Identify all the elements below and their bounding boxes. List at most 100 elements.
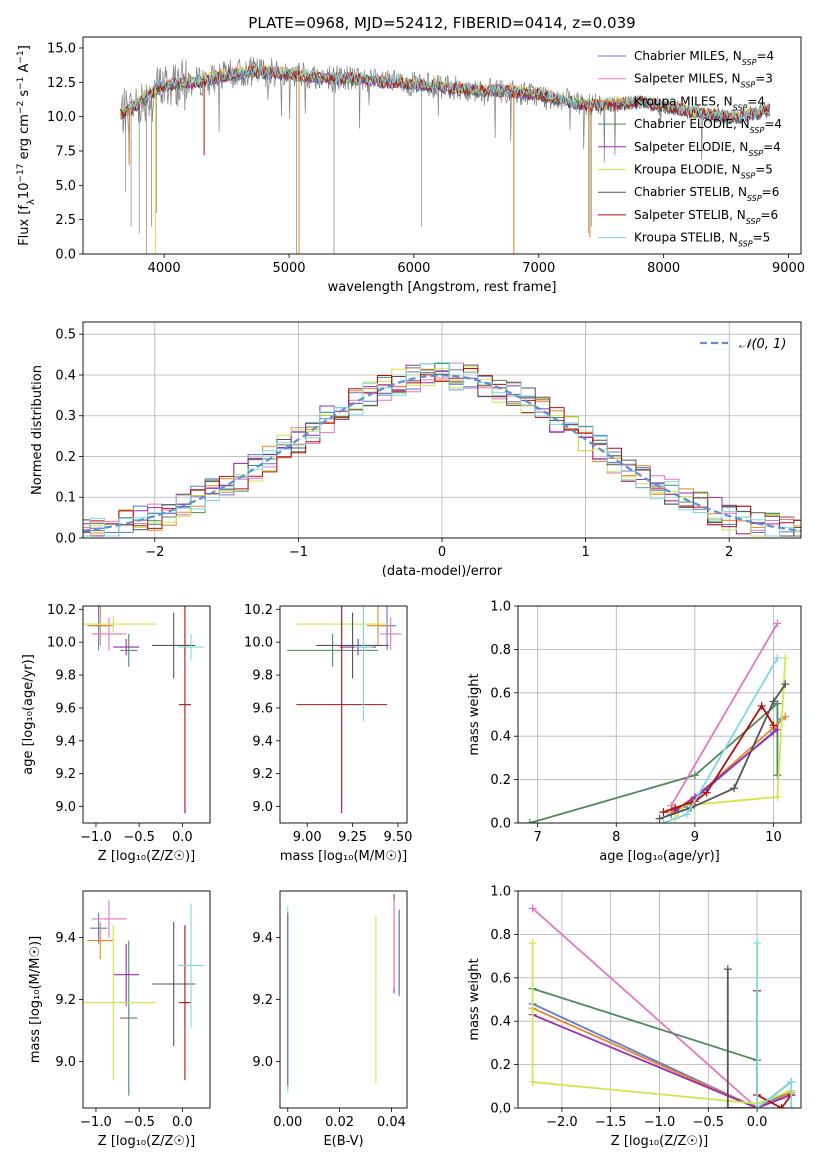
legend-label-sub: SSP: [746, 216, 761, 225]
y-label-part: λ: [26, 199, 37, 205]
age-vs-Z-frame: [82, 605, 211, 824]
legend-label-base: Kroupa ELODIE, N: [634, 163, 741, 177]
x-tick-label: −0.5: [123, 1115, 155, 1130]
y-tick-label: 0.0: [490, 817, 511, 832]
mass-weight-line: [532, 987, 758, 1062]
x-tick-label: 0: [438, 545, 446, 560]
legend-label: Salpeter MILES, NSSP=3: [634, 72, 773, 90]
x-tick-label: 0.04: [377, 1115, 406, 1130]
legend-label-tail: =4: [763, 140, 781, 154]
mass-vs-ebv-plot: [287, 894, 400, 1093]
plus-marker: [723, 965, 732, 974]
legend-label-tail: =4: [747, 94, 765, 108]
legend-label-sub: SSP: [733, 103, 748, 112]
x-tick-label: 0.00: [273, 1115, 302, 1130]
spectrum-plot: [120, 56, 771, 254]
mass-weight-line: [663, 704, 775, 813]
y-tick-label: 12.5: [47, 76, 76, 91]
plus-marker: [773, 725, 782, 734]
mass-vs-Z-frame: [82, 890, 211, 1109]
massweight-vs-age-axes: 7 8 9 10 0.0 0.2 0.4 0.6 0.8 1.0 age [log₁₀(age/yr…: [467, 600, 801, 864]
age-vs-mass-axes: 9.00 9.25 9.50 9.0 9.2 9.4 9.6 9.8 10.0 10.2 mass …: [244, 603, 412, 864]
y-tick-label: 0.2: [490, 1058, 511, 1073]
plus-marker: [753, 939, 762, 948]
mass-vs-Z-plot: [83, 900, 204, 1096]
mass-weight-line: [670, 718, 783, 816]
massweight-vs-Z-frame: [517, 890, 802, 1109]
x-tick-label: 10: [765, 830, 782, 845]
y-axis-label: mass [log₁₀(M/M☉)]: [28, 936, 43, 1063]
mass-weight-line: [670, 622, 779, 807]
x-tick-label: 2: [725, 545, 733, 560]
y-label-part: 10: [17, 183, 32, 200]
residual-histogram: [83, 362, 801, 537]
x-tick-label: 6000: [397, 261, 430, 276]
plus-marker: [769, 697, 778, 706]
x-tick-label: 9.25: [338, 830, 367, 845]
x-tick-label: −1.0: [80, 1115, 112, 1130]
y-tick-label: 10.0: [47, 110, 76, 125]
y-axis-label: mass weight: [467, 673, 482, 755]
y-tick-label: 9.2: [252, 767, 273, 782]
y-tick-label: 0.2: [490, 773, 511, 788]
legend-label-base: Kroupa STELIB, N: [634, 231, 738, 245]
legend-label-tail: =6: [762, 185, 780, 199]
y-tick-label: 1.0: [490, 600, 511, 615]
plus-marker: [781, 680, 790, 689]
x-tick-label: −2: [145, 545, 164, 560]
age-vs-Z-plot: [83, 606, 204, 814]
legend-label: Kroupa STELIB, NSSP=5: [634, 231, 770, 249]
plus-marker: [757, 701, 766, 710]
mass-weight-line: [532, 1013, 792, 1108]
chart-title: PLATE=0968, MJD=52412, FIBERID=0414, z=0…: [248, 14, 635, 32]
legend-label-sub: SSP: [741, 80, 756, 89]
plus-marker: [753, 1104, 762, 1108]
x-axis-label: (data-model)/error: [382, 564, 503, 579]
x-tick-label: 8000: [647, 261, 680, 276]
legend-label-sub: SSP: [741, 171, 756, 180]
legend-label: Chabrier ELODIE, NSSP=4: [634, 117, 782, 135]
x-tick-label: −0.5: [123, 830, 155, 845]
y-label-part: −1: [16, 50, 26, 63]
plus-marker: [528, 1077, 537, 1086]
mass-vs-Z-axes: −1.0 −0.5 0.0 9.0 9.2 9.4 Z [log₁₀(Z/Z☉)] mass …: [28, 931, 195, 1149]
mass-weight-line: [531, 943, 792, 1105]
age-vs-mass-frame: [279, 605, 408, 824]
y-tick-label: 9.8: [252, 669, 273, 684]
residual-histogram: [83, 366, 801, 537]
y-tick-label: 0.0: [490, 1102, 511, 1117]
plus-marker: [773, 792, 782, 801]
massweight-vs-age-plot: [525, 619, 790, 823]
y-tick-label: 0.5: [55, 328, 76, 343]
massweight-vs-age-frame: [517, 605, 802, 824]
age-vs-mass-plot: [287, 606, 402, 814]
plus-marker: [690, 771, 699, 780]
plus-marker: [787, 1077, 796, 1086]
legend-label: Kroupa MILES, NSSP=4: [634, 94, 765, 112]
y-tick-label: 9.2: [55, 767, 76, 782]
x-tick-label: 0.02: [325, 1115, 354, 1130]
y-label-part: −17: [16, 164, 26, 183]
legend-label-tail: =4: [756, 49, 774, 63]
plus-marker: [769, 721, 778, 730]
y-tick-label: 10.0: [244, 636, 273, 651]
y-tick-label: 7.5: [55, 144, 76, 159]
plus-marker: [773, 771, 782, 780]
plus-marker: [655, 814, 664, 823]
mass-weight-line: [532, 1007, 792, 1108]
y-tick-label: 9.0: [252, 1055, 273, 1070]
y-label-part: Flux [f: [17, 205, 32, 246]
y-tick-label: 9.0: [55, 1055, 76, 1070]
x-tick-label: −1.0: [644, 1115, 676, 1130]
x-tick-label: 1: [581, 545, 589, 560]
legend-label: Chabrier MILES, NSSP=4: [634, 49, 774, 67]
residual-histogram: [83, 364, 801, 537]
x-axis-label: Z [log₁₀(Z/Z☉)]: [98, 849, 195, 864]
model-spectrum: [120, 65, 771, 123]
y-tick-label: 0.6: [490, 971, 511, 986]
mass-weight-line: [756, 990, 792, 1108]
legend-label-base: Salpeter STELIB, N: [634, 208, 746, 222]
y-tick-label: 0.8: [490, 928, 511, 943]
age-vs-Z-axes: −1.0 −0.5 0.0 9.0 9.2 9.4 9.6 9.8 10.0 10.2 Z [log…: [21, 603, 195, 864]
